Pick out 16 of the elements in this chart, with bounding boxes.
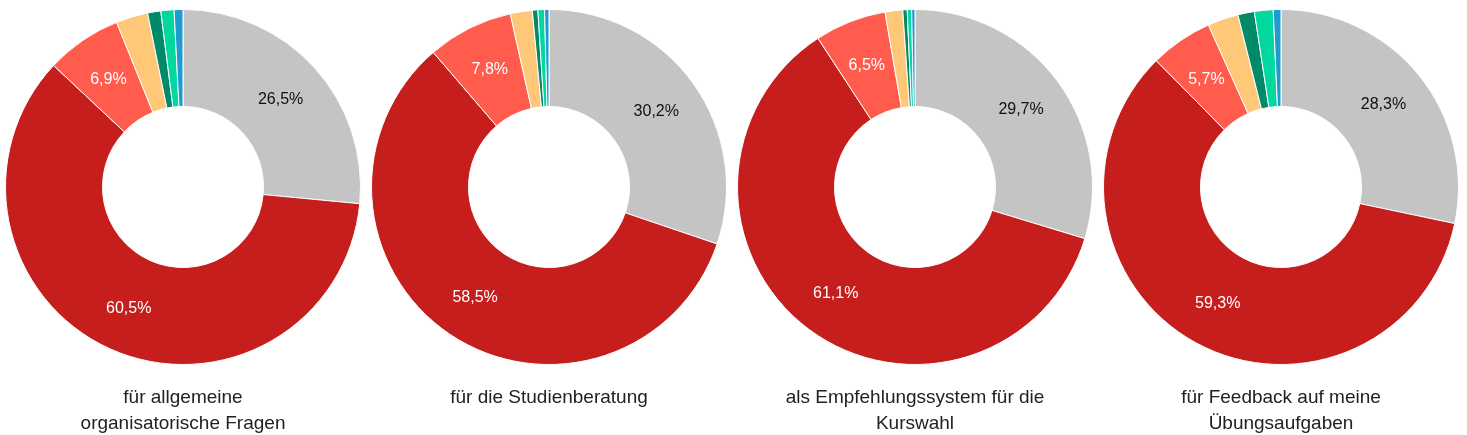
text: für allgemeine organisatorische Fragen — [80, 385, 286, 433]
data-label: 60,5% — [105, 298, 152, 316]
data-label: 6,5% — [848, 55, 886, 73]
text: für die Studienberatung — [450, 385, 648, 407]
data-label: 28,3% — [1360, 95, 1407, 113]
data-label: 59,3% — [1195, 294, 1241, 312]
data-label: 6,9% — [90, 69, 127, 87]
data-label: 26,5% — [257, 89, 304, 107]
text: für Feedback auf meine Übungsaufgaben — [1181, 385, 1381, 433]
data-label: 58,5% — [452, 287, 498, 305]
text: als Empfehlungssystem für die Kurswahl — [785, 385, 1045, 433]
data-label: 5,7% — [1188, 69, 1225, 87]
data-label: 30,2% — [633, 101, 679, 119]
data-label: 7,8% — [471, 60, 509, 78]
data-label: 29,7% — [998, 99, 1044, 117]
data-label: 61,1% — [813, 284, 859, 302]
